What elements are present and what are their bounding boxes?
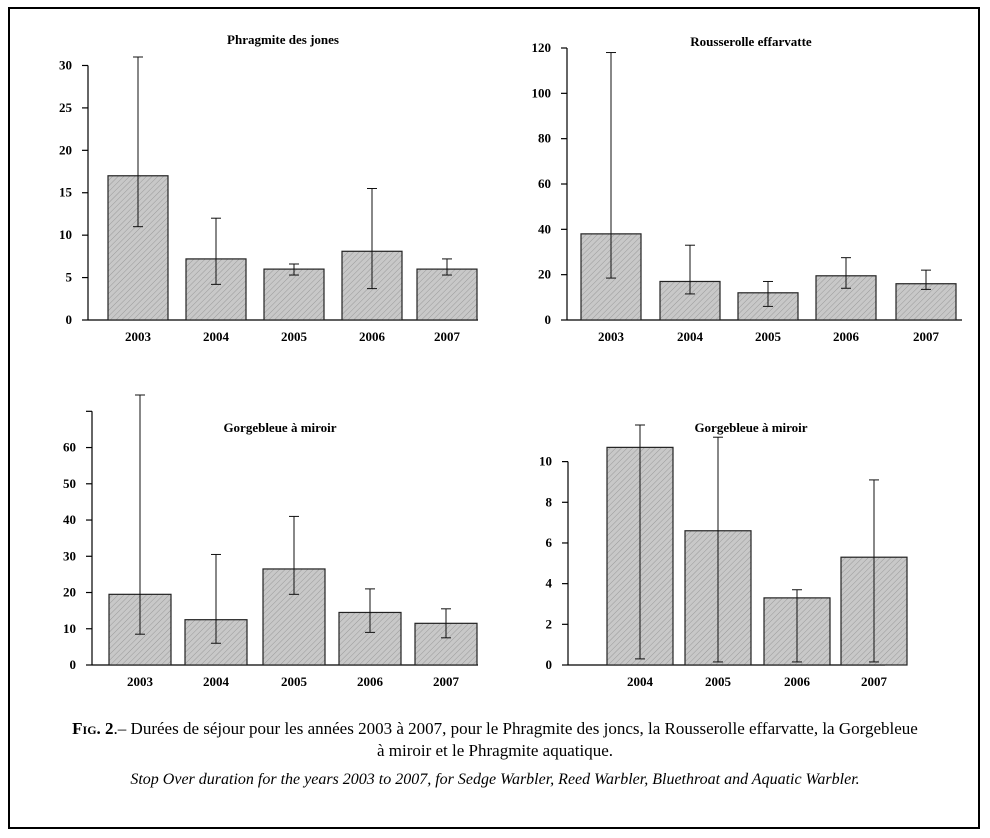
caption-fig-number: 2 — [105, 719, 114, 738]
figure-caption: Fig. 2.– Durées de séjour pour les année… — [10, 718, 980, 790]
x-tick-label: 2007 — [433, 674, 460, 689]
y-tick-label: 8 — [546, 494, 553, 509]
y-tick-label: 15 — [59, 185, 73, 200]
y-tick-label: 20 — [59, 142, 72, 157]
x-tick-label: 2003 — [125, 329, 152, 344]
x-tick-label: 2006 — [359, 329, 386, 344]
y-tick-label: 20 — [538, 267, 551, 282]
y-tick-label: 50 — [63, 476, 76, 491]
y-tick-label: 10 — [63, 621, 76, 636]
y-tick-label: 40 — [63, 512, 76, 527]
x-tick-label: 2006 — [833, 329, 860, 344]
x-tick-label: 2006 — [784, 674, 811, 689]
y-tick-label: 80 — [538, 131, 551, 146]
y-tick-label: 0 — [545, 312, 552, 327]
x-tick-label: 2005 — [705, 674, 732, 689]
y-tick-label: 0 — [546, 657, 553, 672]
x-tick-label: 2007 — [861, 674, 888, 689]
x-tick-label: 2005 — [281, 329, 308, 344]
y-tick-label: 40 — [538, 221, 551, 236]
y-tick-label: 10 — [59, 227, 72, 242]
panel-title: Rousserolle effarvatte — [690, 34, 812, 49]
y-tick-label: 2 — [546, 616, 553, 631]
bar — [263, 268, 325, 321]
x-tick-label: 2005 — [755, 329, 782, 344]
y-tick-label: 25 — [59, 100, 73, 115]
y-tick-label: 4 — [546, 576, 553, 591]
x-tick-label: 2003 — [598, 329, 625, 344]
x-tick-label: 2004 — [203, 329, 230, 344]
y-tick-label: 100 — [532, 85, 552, 100]
bar — [815, 275, 877, 321]
panel-title: Gorgebleue à miroir — [223, 420, 336, 435]
y-tick-label: 6 — [546, 535, 553, 550]
y-tick-label: 0 — [70, 657, 77, 672]
x-tick-label: 2007 — [913, 329, 940, 344]
panel-sedge-warbler: Phragmite des jones 0 5 10 15 20 25 30 2003 2004… — [59, 32, 478, 344]
panel-bluethroat-a: Gorgebleue à miroir 0 10 20 30 40 50 60 2003 200… — [63, 394, 478, 689]
x-tick-label: 2005 — [281, 674, 308, 689]
x-tick-label: 2006 — [357, 674, 384, 689]
y-tick-label: 20 — [63, 585, 76, 600]
y-tick-label: 120 — [532, 40, 552, 55]
bar — [416, 268, 478, 321]
x-tick-label: 2004 — [203, 674, 230, 689]
caption-english: Stop Over duration for the years 2003 to… — [130, 771, 860, 788]
y-tick-label: 30 — [59, 57, 72, 72]
caption-french-text: .– Durées de séjour pour les années 2003… — [113, 719, 918, 760]
y-tick-label: 60 — [538, 176, 551, 191]
x-tick-label: 2007 — [434, 329, 461, 344]
panel-bluethroat-b: Gorgebleue à miroir 0 2 4 6 8 10 2004 2005 2006 2… — [539, 420, 908, 689]
caption-french: Fig. 2.– Durées de séjour pour les année… — [70, 718, 920, 762]
x-tick-label: 2004 — [627, 674, 654, 689]
x-tick-label: 2003 — [127, 674, 154, 689]
figure-frame — [8, 7, 980, 829]
y-tick-label: 5 — [66, 270, 73, 285]
y-tick-label: 30 — [63, 548, 76, 563]
panel-reed-warbler: Rousserolle effarvatte 0 20 40 60 80 100 120 20… — [532, 34, 962, 344]
y-tick-label: 10 — [539, 454, 552, 469]
y-tick-label: 60 — [63, 440, 76, 455]
y-tick-label: 0 — [66, 312, 73, 327]
panel-title: Gorgebleue à miroir — [694, 420, 807, 435]
x-tick-label: 2004 — [677, 329, 704, 344]
caption-fig-label: Fig. — [72, 719, 101, 738]
panel-title: Phragmite des jones — [227, 32, 339, 47]
